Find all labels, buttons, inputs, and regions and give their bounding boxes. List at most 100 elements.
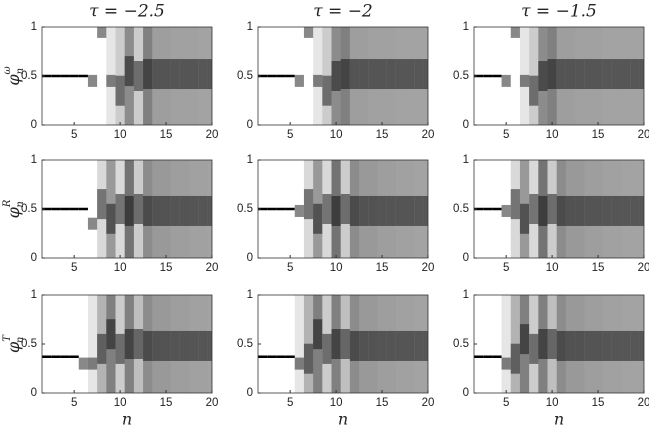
- x-axis-label: n: [122, 410, 132, 429]
- column-peak: [621, 59, 631, 90]
- column-shade: [474, 295, 484, 393]
- column-peak: [492, 74, 503, 78]
- column-peak: [368, 330, 378, 361]
- column-shade: [97, 27, 107, 125]
- column-peak: [349, 59, 360, 90]
- column-peak: [87, 217, 98, 230]
- column-peak: [368, 195, 378, 226]
- y-tick-label: 0: [247, 119, 253, 131]
- x-tick-label: 5: [287, 397, 293, 409]
- column-peak: [170, 330, 181, 361]
- column-peak: [538, 195, 549, 226]
- column-peak: [349, 330, 360, 361]
- column-peak: [285, 74, 296, 78]
- y-tick-label: 0: [31, 252, 37, 264]
- x-tick-label: 15: [376, 397, 389, 409]
- panel: [474, 160, 644, 258]
- column-peak: [340, 329, 351, 359]
- column-peak: [414, 59, 424, 90]
- column-peak: [294, 357, 305, 370]
- y-tick-label: 1: [463, 21, 469, 33]
- column-peak: [639, 59, 644, 90]
- column-peak: [133, 329, 144, 359]
- column-peak: [51, 207, 61, 211]
- column-peak: [124, 195, 135, 226]
- y-tick-label: 0.5: [453, 70, 469, 82]
- column-peak: [611, 195, 622, 226]
- y-tick-label: 0: [31, 387, 37, 399]
- column-peak: [143, 330, 153, 361]
- x-tick-label: 5: [71, 129, 77, 141]
- column-peak: [331, 329, 342, 359]
- column-peak: [331, 61, 342, 91]
- y-tick-label: 0.5: [237, 338, 253, 350]
- column-peak: [42, 74, 52, 78]
- panel: [258, 160, 428, 258]
- column-peak: [303, 343, 314, 374]
- column-peak: [395, 59, 406, 90]
- column-peak: [565, 195, 576, 226]
- x-tick-label: 15: [160, 397, 173, 409]
- column-peak: [377, 195, 388, 226]
- column-peak: [501, 204, 512, 217]
- x-tick-label: 15: [376, 129, 389, 141]
- column-peak: [483, 207, 493, 211]
- column-peak: [207, 59, 212, 90]
- column-peak: [474, 207, 484, 211]
- x-tick-label: 5: [503, 262, 509, 274]
- column-title: τ = −2: [313, 2, 373, 22]
- y-tick-label: 0: [247, 387, 253, 399]
- x-tick-label: 15: [160, 262, 173, 274]
- y-tick-label: 1: [247, 154, 253, 166]
- column-peak: [69, 74, 80, 78]
- x-tick-label: 5: [71, 262, 77, 274]
- column-peak: [276, 207, 287, 211]
- x-tick-label: 10: [330, 262, 343, 274]
- x-tick-label: 5: [503, 129, 509, 141]
- column-peak: [285, 355, 296, 358]
- x-tick-label: 5: [287, 262, 293, 274]
- column-peak: [538, 61, 549, 91]
- column-peak: [510, 189, 521, 220]
- x-tick-label: 20: [638, 129, 649, 141]
- x-tick-label: 10: [546, 397, 559, 409]
- column-peak: [538, 329, 549, 359]
- column-peak: [405, 330, 415, 361]
- column-peak: [510, 27, 521, 38]
- x-axis-label: n: [554, 410, 564, 429]
- column-peak: [42, 207, 52, 211]
- column-peak: [152, 59, 162, 90]
- x-tick-label: 10: [546, 129, 559, 141]
- panel: [258, 295, 428, 393]
- column-peak: [198, 330, 208, 361]
- column-shade: [510, 27, 521, 125]
- column-peak: [395, 330, 406, 361]
- column-peak: [565, 59, 576, 90]
- column-peak: [331, 195, 342, 226]
- row-label-sub: n: [15, 201, 26, 207]
- column-peak: [575, 195, 585, 226]
- column-peak: [575, 59, 585, 90]
- y-tick-label: 1: [247, 21, 253, 33]
- y-tick-label: 0.5: [21, 338, 37, 350]
- row-label-base: φ: [4, 341, 23, 353]
- column-peak: [349, 195, 360, 226]
- column-peak: [368, 59, 378, 90]
- column-peak: [42, 355, 52, 358]
- column-peak: [78, 357, 89, 370]
- column-peak: [639, 330, 644, 361]
- row-label-sub: n: [15, 68, 26, 74]
- column-peak: [78, 74, 89, 78]
- column-peak: [69, 207, 80, 211]
- panel: [474, 295, 644, 393]
- x-tick-label: 20: [422, 262, 435, 274]
- column-peak: [584, 195, 594, 226]
- x-tick-label: 10: [114, 129, 127, 141]
- row-label-sup: T: [2, 334, 13, 342]
- column-shade: [492, 295, 503, 393]
- column-peak: [565, 330, 576, 361]
- column-peak: [556, 330, 567, 361]
- column-peak: [602, 195, 613, 226]
- column-peak: [593, 330, 604, 361]
- column-peak: [106, 203, 117, 234]
